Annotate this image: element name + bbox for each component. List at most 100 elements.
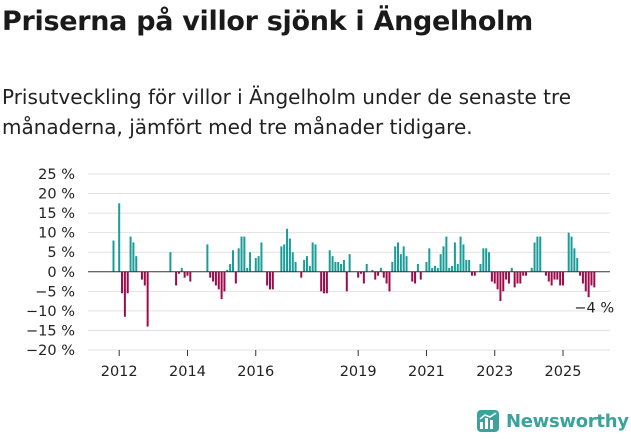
bar bbox=[397, 242, 399, 272]
bar bbox=[451, 265, 454, 272]
bar bbox=[320, 271, 323, 292]
bar bbox=[490, 271, 493, 282]
bar bbox=[334, 262, 337, 272]
bar bbox=[266, 271, 269, 286]
y-tick-label: −15 % bbox=[26, 323, 75, 339]
x-axis: 2012 2014 2016 2019 2021 2023 2025 bbox=[101, 350, 582, 380]
bar bbox=[556, 271, 559, 280]
y-axis-labels: 25 % 20 % 15 % 10 % 5 % 0 % −5 % −10 % −15 % −20 … bbox=[26, 167, 75, 359]
bar bbox=[234, 271, 237, 284]
bar bbox=[294, 262, 297, 272]
bar bbox=[590, 271, 593, 286]
bar bbox=[254, 258, 257, 272]
bar bbox=[129, 236, 132, 272]
bar bbox=[303, 260, 306, 272]
bar bbox=[584, 271, 587, 292]
bar bbox=[488, 252, 491, 272]
bar bbox=[482, 248, 485, 272]
bar bbox=[118, 203, 121, 272]
y-tick-label: 25 % bbox=[38, 167, 75, 183]
bar bbox=[377, 271, 380, 276]
bar bbox=[436, 267, 439, 272]
chart-subtitle: Prisutveckling för villor i Ängelholm un… bbox=[2, 85, 572, 139]
x-tick-label: 2023 bbox=[476, 364, 513, 380]
bar bbox=[371, 269, 374, 272]
bar bbox=[562, 271, 565, 286]
bar bbox=[379, 267, 382, 272]
bar bbox=[189, 271, 192, 282]
bar bbox=[231, 250, 234, 272]
chart-title: Priserna på villor sjönk i Ängelholm bbox=[2, 6, 533, 37]
bar bbox=[576, 258, 579, 272]
bar bbox=[243, 236, 246, 272]
bar bbox=[288, 238, 291, 272]
bar bbox=[431, 267, 434, 272]
bar bbox=[510, 267, 513, 272]
brand-name: Newsworthy bbox=[506, 410, 629, 432]
bar bbox=[132, 242, 135, 272]
bar bbox=[593, 271, 596, 288]
x-tick-label: 2021 bbox=[408, 364, 445, 380]
bar bbox=[357, 271, 360, 278]
bar bbox=[143, 271, 146, 286]
bar bbox=[229, 263, 232, 272]
bar bbox=[209, 271, 212, 278]
bar bbox=[473, 271, 476, 276]
bar bbox=[459, 236, 462, 272]
bar bbox=[214, 271, 217, 286]
bar bbox=[525, 271, 528, 276]
bar bbox=[374, 271, 377, 280]
bar bbox=[112, 240, 115, 272]
bar bbox=[362, 271, 365, 284]
y-tick-label: 5 % bbox=[47, 245, 75, 261]
y-tick-label: 20 % bbox=[38, 187, 75, 203]
bar bbox=[448, 267, 451, 272]
bar bbox=[291, 252, 294, 272]
bar bbox=[365, 263, 368, 272]
newsworthy-logo-icon bbox=[477, 410, 499, 432]
bars bbox=[112, 203, 596, 327]
bar bbox=[479, 263, 482, 272]
bar bbox=[539, 236, 542, 272]
bar bbox=[544, 271, 547, 276]
bar bbox=[507, 271, 510, 284]
bar bbox=[126, 271, 129, 294]
bar bbox=[505, 271, 508, 280]
bar bbox=[567, 232, 570, 272]
bar bbox=[260, 242, 263, 272]
bar bbox=[468, 260, 471, 272]
bar bbox=[305, 256, 308, 272]
bar bbox=[311, 242, 314, 272]
bar bbox=[388, 271, 391, 292]
bar bbox=[559, 271, 562, 286]
bar bbox=[485, 248, 488, 272]
x-tick-label: 2016 bbox=[237, 364, 274, 380]
bar bbox=[240, 236, 243, 272]
bar bbox=[530, 267, 533, 272]
bar bbox=[399, 254, 402, 272]
bar bbox=[579, 271, 582, 276]
bar bbox=[340, 263, 343, 272]
bar bbox=[342, 260, 345, 272]
bar bbox=[169, 252, 172, 272]
bar bbox=[587, 271, 590, 298]
bar bbox=[513, 271, 516, 288]
bar bbox=[453, 242, 456, 272]
bar bbox=[226, 269, 229, 272]
bar bbox=[553, 271, 556, 280]
x-tick-label: 2012 bbox=[101, 364, 138, 380]
bar bbox=[411, 271, 414, 282]
bar bbox=[496, 271, 499, 290]
bar bbox=[314, 244, 317, 272]
bar bbox=[419, 271, 422, 280]
bar bbox=[286, 228, 289, 272]
bar bbox=[283, 244, 286, 272]
bar bbox=[328, 250, 331, 272]
bar bbox=[360, 271, 363, 274]
bar bbox=[428, 248, 431, 272]
bar bbox=[536, 236, 539, 272]
bar bbox=[323, 271, 326, 294]
x-tick-label: 2025 bbox=[545, 364, 582, 380]
bar bbox=[237, 248, 240, 272]
bar bbox=[442, 246, 445, 272]
